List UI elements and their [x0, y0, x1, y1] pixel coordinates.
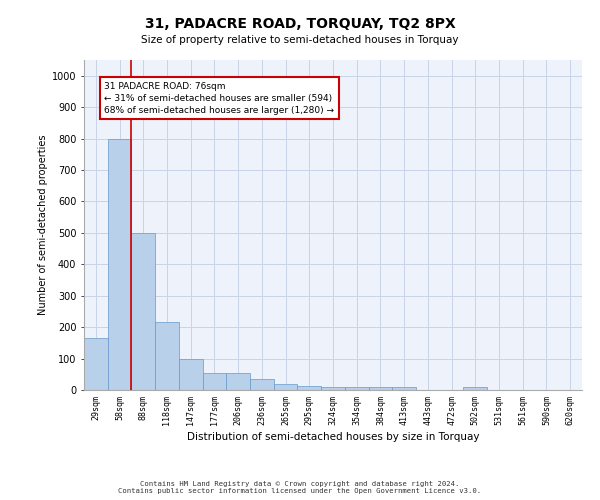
Text: 31 PADACRE ROAD: 76sqm
← 31% of semi-detached houses are smaller (594)
68% of se: 31 PADACRE ROAD: 76sqm ← 31% of semi-det… — [104, 82, 334, 114]
Bar — [203, 372, 226, 390]
Bar — [108, 138, 131, 390]
Bar — [345, 387, 368, 390]
Text: Size of property relative to semi-detached houses in Torquay: Size of property relative to semi-detach… — [141, 35, 459, 45]
Y-axis label: Number of semi-detached properties: Number of semi-detached properties — [38, 134, 47, 316]
Bar — [298, 386, 321, 390]
Text: 31, PADACRE ROAD, TORQUAY, TQ2 8PX: 31, PADACRE ROAD, TORQUAY, TQ2 8PX — [145, 18, 455, 32]
Bar — [392, 387, 416, 390]
X-axis label: Distribution of semi-detached houses by size in Torquay: Distribution of semi-detached houses by … — [187, 432, 479, 442]
Bar — [131, 233, 155, 390]
Bar — [368, 388, 392, 390]
Bar — [321, 387, 345, 390]
Text: Contains HM Land Registry data © Crown copyright and database right 2024.
Contai: Contains HM Land Registry data © Crown c… — [118, 481, 482, 494]
Bar — [179, 358, 203, 390]
Bar — [155, 322, 179, 390]
Bar — [274, 384, 298, 390]
Bar — [226, 372, 250, 390]
Bar — [84, 338, 108, 390]
Bar — [250, 379, 274, 390]
Bar — [463, 387, 487, 390]
